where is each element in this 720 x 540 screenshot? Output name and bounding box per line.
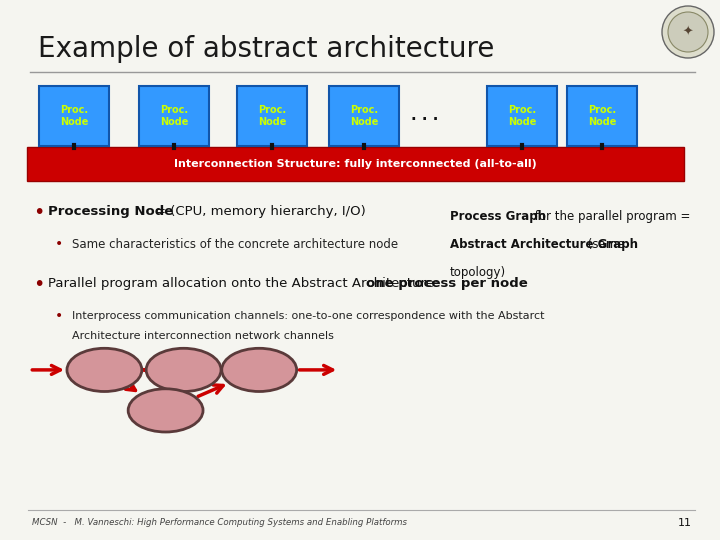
Text: topology): topology) <box>450 266 506 279</box>
Ellipse shape <box>67 348 142 392</box>
FancyBboxPatch shape <box>237 86 307 146</box>
Text: Proc.
Node: Proc. Node <box>350 105 378 127</box>
Text: Proc.
Node: Proc. Node <box>258 105 286 127</box>
Text: Processing Node: Processing Node <box>48 206 174 219</box>
Text: . . .: . . . <box>411 109 438 124</box>
Circle shape <box>662 6 714 58</box>
FancyBboxPatch shape <box>329 86 399 146</box>
Text: Proc.
Node: Proc. Node <box>508 105 536 127</box>
Text: Interprocess communication channels: one-to-one correspondence with the Abstarct: Interprocess communication channels: one… <box>72 311 544 321</box>
Text: ✦: ✦ <box>683 25 693 38</box>
Text: for the parallel program =: for the parallel program = <box>531 210 690 223</box>
Text: •: • <box>33 274 45 294</box>
FancyBboxPatch shape <box>27 147 684 181</box>
Ellipse shape <box>146 348 221 392</box>
Text: Proc.
Node: Proc. Node <box>60 105 88 127</box>
Text: Parallel program allocation onto the Abstract Architecture:: Parallel program allocation onto the Abs… <box>48 278 443 291</box>
Ellipse shape <box>222 348 297 392</box>
Text: Architecture interconnection network channels: Architecture interconnection network cha… <box>72 331 334 341</box>
Text: (same: (same <box>584 238 624 251</box>
Ellipse shape <box>128 389 203 432</box>
Text: Abstract Architecture Graph: Abstract Architecture Graph <box>450 238 638 251</box>
Circle shape <box>668 12 708 52</box>
Text: 11: 11 <box>678 518 692 528</box>
Text: Process Graph: Process Graph <box>450 210 546 223</box>
Text: Example of abstract architecture: Example of abstract architecture <box>38 35 495 63</box>
FancyBboxPatch shape <box>139 86 209 146</box>
Text: •: • <box>33 202 45 221</box>
Text: •: • <box>55 309 63 323</box>
Text: Interconnection Structure: fully interconnected (all-to-all): Interconnection Structure: fully interco… <box>174 159 536 169</box>
Text: = (CPU, memory hierarchy, I/O): = (CPU, memory hierarchy, I/O) <box>155 206 366 219</box>
FancyBboxPatch shape <box>39 86 109 146</box>
FancyBboxPatch shape <box>487 86 557 146</box>
Text: Same characteristics of the concrete architecture node: Same characteristics of the concrete arc… <box>72 238 398 251</box>
Text: MCSN  -   M. Vanneschi: High Performance Computing Systems and Enabling Platform: MCSN - M. Vanneschi: High Performance Co… <box>32 518 407 527</box>
Text: Proc.
Node: Proc. Node <box>588 105 616 127</box>
FancyBboxPatch shape <box>567 86 637 146</box>
Text: one process per node: one process per node <box>366 278 528 291</box>
Text: •: • <box>55 237 63 251</box>
Text: Proc.
Node: Proc. Node <box>160 105 188 127</box>
